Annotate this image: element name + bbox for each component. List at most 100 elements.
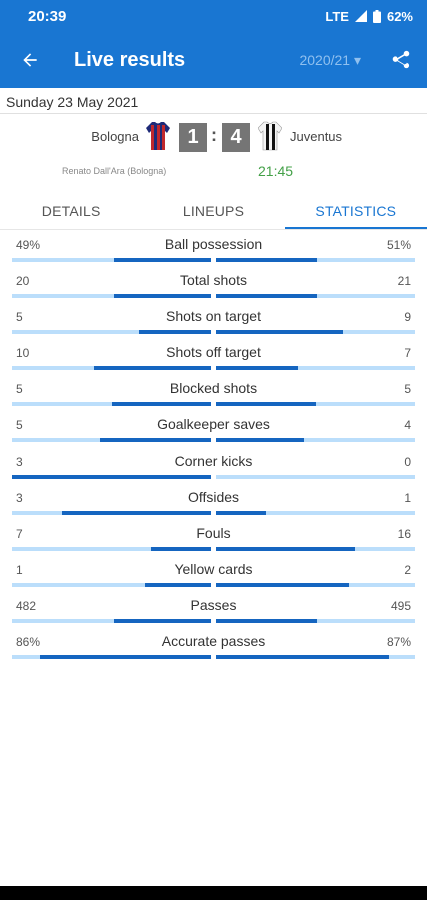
stat-away-bar [216, 258, 415, 262]
stat-label: Corner kicks [174, 452, 253, 469]
stat-home-value: 5 [16, 310, 23, 325]
network-type: LTE [325, 8, 349, 24]
stat-away-bar-fill [216, 510, 266, 515]
status-time: 20:39 [28, 7, 67, 25]
stat-away-value: 16 [397, 526, 411, 541]
stat-away-bar [216, 582, 415, 587]
stat-home-bar-fill [139, 330, 211, 335]
stat-away-bar-fill [216, 438, 304, 443]
stat-home-bar [12, 510, 211, 515]
home-shirt-icon [146, 122, 170, 150]
tab-details[interactable]: DETAILS [41, 203, 101, 219]
stat-away-bar-fill [216, 546, 356, 551]
stat-home-bar-fill [93, 366, 211, 371]
battery-level: 62% [386, 8, 413, 24]
stat-row: 10 Shots off target 7 [12, 338, 415, 374]
stat-label: Shots on target [166, 308, 261, 325]
stat-label: Goalkeeper saves [157, 416, 270, 433]
stat-home-bar [12, 582, 211, 587]
stat-row: 20 Total shots 21 [12, 266, 415, 302]
stat-away-bar-fill [216, 258, 318, 262]
stat-away-value: 495 [390, 598, 411, 613]
away-shirt-icon [258, 121, 282, 151]
app-bar: Live results 2020/21 ▾ [0, 32, 427, 88]
score-separator: : [211, 125, 217, 145]
match-info-row: Renato Dall'Ara (Bologna) 21:45 [0, 160, 427, 188]
stat-away-bar [216, 330, 415, 335]
venue-text: Renato Dall'Ara (Bologna) [62, 166, 167, 176]
stat-home-value: 482 [16, 598, 37, 613]
stat-away-value: 1 [404, 490, 411, 505]
stat-away-bar [216, 510, 415, 515]
stat-home-value: 7 [16, 526, 23, 541]
away-score: 4 [222, 123, 250, 152]
stat-label: Shots off target [166, 344, 261, 361]
system-nav-bar [0, 886, 427, 900]
stat-home-value: 49% [16, 238, 41, 252]
arrow-back-icon [23, 53, 37, 67]
stat-away-value: 9 [404, 310, 411, 325]
tab-lineups[interactable]: LINEUPS [182, 203, 245, 219]
stat-row: 7 Fouls 16 [12, 519, 415, 555]
stat-label: Passes [190, 596, 237, 613]
tab-statistics[interactable]: STATISTICS [284, 194, 427, 229]
stat-label: Accurate passes [161, 633, 266, 650]
stat-home-value: 86% [16, 635, 41, 650]
stat-away-value: 87% [386, 635, 411, 650]
statistics-list: 49% Ball possession 51% 20 Total shots 21 5 Sho… [0, 230, 427, 663]
stat-home-bar [12, 655, 211, 660]
status-icons: LTE 62% [325, 9, 413, 24]
stat-home-bar-fill [113, 618, 211, 623]
stat-away-bar-fill [216, 618, 318, 623]
stat-away-value: 51% [386, 238, 411, 252]
stat-away-bar [216, 546, 415, 551]
back-button[interactable] [14, 44, 46, 76]
stat-home-bar [12, 258, 211, 262]
stat-label: Total shots [180, 272, 247, 289]
share-button[interactable] [387, 46, 415, 74]
stat-row: 5 Shots on target 9 [12, 302, 415, 338]
stat-home-bar-fill [39, 655, 211, 660]
stat-home-bar [12, 402, 211, 407]
stat-home-value: 5 [16, 418, 23, 433]
stat-row: 86% Accurate passes 87% [12, 627, 415, 663]
stat-away-bar [216, 474, 415, 479]
stat-label: Ball possession [164, 236, 263, 252]
stat-row: 5 Goalkeeper saves 4 [12, 410, 415, 446]
stat-away-value: 21 [397, 274, 411, 289]
stat-row: 1 Yellow cards 2 [12, 555, 415, 591]
stat-home-value: 3 [16, 490, 23, 505]
stat-away-bar-fill [216, 402, 316, 407]
stat-home-bar [12, 330, 211, 335]
home-team-name[interactable]: Bologna [91, 129, 139, 144]
kickoff-time: 21:45 [258, 163, 294, 179]
stat-home-bar-fill [151, 546, 211, 551]
stat-home-value: 3 [16, 454, 23, 469]
stat-home-bar-fill [99, 438, 211, 443]
stat-row: 3 Corner kicks 0 [12, 447, 415, 483]
stat-row: 5 Blocked shots 5 [12, 374, 415, 410]
stat-away-bar-fill [216, 582, 350, 587]
stat-away-bar [216, 366, 415, 371]
stat-away-value: 2 [404, 562, 411, 577]
stat-row: 49% Ball possession 51% [12, 230, 415, 266]
stat-label: Offsides [187, 488, 240, 505]
stat-away-bar [216, 655, 415, 660]
stat-away-bar-fill [216, 294, 318, 299]
stat-away-value: 7 [404, 346, 411, 361]
stat-away-bar-fill [216, 330, 344, 335]
stat-away-bar [216, 294, 415, 299]
battery-icon [372, 9, 381, 23]
stat-home-bar-fill [113, 294, 211, 299]
stat-home-bar [12, 294, 211, 299]
stat-label: Yellow cards [174, 560, 253, 577]
stat-home-value: 20 [16, 274, 30, 289]
stat-away-bar [216, 438, 415, 443]
home-score: 1 [179, 123, 207, 152]
season-selector[interactable]: 2020/21 ▾ [299, 51, 361, 68]
stat-home-value: 1 [16, 562, 23, 577]
stat-label: Blocked shots [169, 380, 258, 397]
tab-bar: DETAILS LINEUPS STATISTICS [0, 194, 427, 230]
away-team-name[interactable]: Juventus [290, 129, 343, 144]
stat-label: Fouls [196, 524, 231, 541]
